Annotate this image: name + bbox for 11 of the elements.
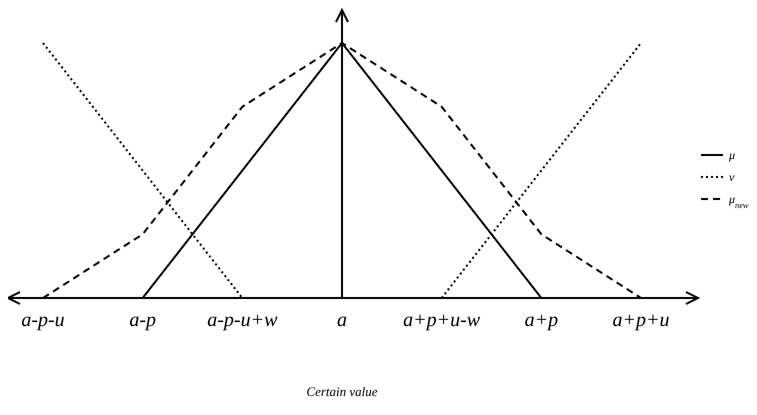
legend-label: μ$_{new}$ [728,192,749,210]
legend-label: ν [729,170,735,184]
x-tick-label: a-p-u+w [207,309,278,331]
x-tick-label: a-p [129,309,156,331]
x-axis-title: Certain value [306,384,378,399]
x-tick-label: a+p+u [612,309,670,331]
x-tick-label: a-p-u [21,309,65,331]
legend-label: μ [728,148,736,162]
x-tick-label: a [337,309,347,331]
x-tick-label: a+p+u-w [403,309,481,331]
x-tick-label: a+p [524,309,558,331]
